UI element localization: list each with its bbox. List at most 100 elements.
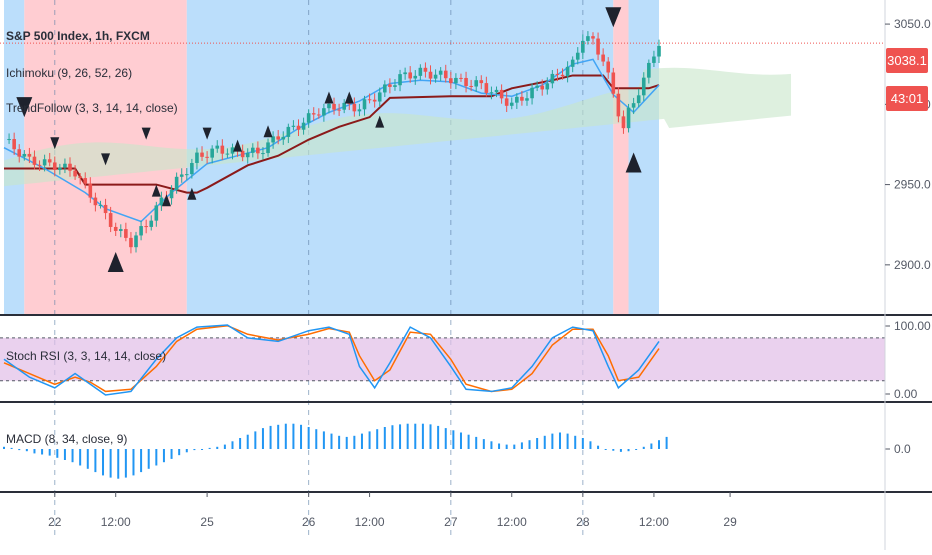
candle-body	[311, 113, 316, 115]
macd-histogram-bar	[581, 438, 584, 449]
macd-pane[interactable]: 0.0	[3, 423, 911, 479]
time-tick-label: 29	[723, 515, 737, 529]
time-axis[interactable]: 22 12:00 25 26 12:00 27 12:00 28 12:00 29	[48, 492, 737, 529]
candle-body	[27, 153, 32, 157]
candle-body	[626, 107, 631, 129]
buy-signal-marker	[161, 194, 171, 207]
ichimoku-legend[interactable]: Ichimoku (9, 26, 52, 26)	[6, 66, 132, 80]
macd-histogram-bar	[147, 449, 150, 469]
macd-histogram-bar	[513, 444, 516, 449]
macd-histogram-bar	[360, 433, 363, 449]
macd-histogram-bar	[10, 447, 13, 449]
stoch-rsi-pane[interactable]: 100.00 0.00	[0, 319, 931, 401]
macd-histogram-bar	[536, 438, 539, 449]
candle-body	[240, 150, 245, 158]
candle-body	[210, 148, 214, 158]
candle-body	[215, 145, 220, 149]
candle-body	[535, 85, 539, 88]
macd-histogram-bar	[650, 443, 653, 449]
macd-histogram-bar	[498, 443, 501, 449]
last-price-value: 3038.1	[887, 53, 927, 68]
candle-body	[58, 167, 62, 170]
time-tick-label: 28	[576, 515, 590, 529]
macd-histogram-bar	[94, 449, 97, 473]
macd-histogram-bar	[543, 435, 546, 449]
macd-histogram-bar	[292, 423, 295, 449]
candle-body	[296, 125, 301, 130]
trend-region-bull	[4, 0, 25, 314]
macd-histogram-bar	[254, 431, 257, 449]
candle-body	[438, 70, 443, 75]
macd-histogram-bar	[33, 449, 36, 454]
macd-legend[interactable]: MACD (8, 34, close, 9)	[6, 432, 127, 446]
macd-histogram-bar	[452, 430, 455, 449]
candle-body	[174, 176, 179, 190]
time-tick-label: 12:00	[101, 515, 131, 529]
macd-histogram-bar	[261, 428, 264, 449]
macd-histogram-bar	[25, 449, 28, 452]
macd-histogram-bar	[185, 449, 188, 453]
candle-body	[570, 59, 575, 67]
stoch-tick-label: 0.00	[894, 387, 918, 401]
candle-body	[12, 139, 16, 150]
candle-body	[403, 72, 407, 75]
chart-title: S&P 500 Index, 1h, FXCM	[6, 29, 150, 43]
candle-body	[652, 56, 656, 63]
candle-body	[489, 92, 494, 94]
macd-histogram-bar	[665, 436, 668, 449]
macd-histogram-bar	[162, 449, 165, 463]
candle-body	[256, 147, 260, 154]
candle-body	[149, 220, 154, 227]
candle-body	[393, 85, 397, 87]
candle-body	[98, 204, 103, 206]
trendfollow-legend[interactable]: TrendFollow (3, 3, 14, 14, close)	[6, 101, 178, 115]
macd-histogram-bar	[86, 449, 89, 469]
macd-histogram-bar	[368, 431, 371, 449]
macd-histogram-bar	[231, 441, 234, 449]
candle-body	[266, 142, 270, 154]
time-tick-label: 12:00	[497, 515, 527, 529]
macd-histogram-bar	[376, 429, 379, 449]
macd-histogram-bar	[79, 449, 82, 466]
macd-histogram-bar	[482, 439, 485, 449]
macd-histogram-bar	[437, 425, 440, 449]
candle-body	[52, 162, 57, 170]
candle-body	[454, 77, 458, 84]
stoch-rsi-legend[interactable]: Stoch RSI (3, 3, 14, 14, close)	[6, 349, 166, 363]
macd-histogram-bar	[391, 425, 394, 449]
candle-body	[362, 99, 367, 110]
macd-histogram-bar	[353, 435, 356, 449]
macd-histogram-bar	[635, 449, 638, 450]
macd-histogram-bar	[475, 436, 478, 449]
macd-histogram-bar	[467, 434, 470, 449]
candle-body	[469, 85, 473, 87]
candle-body	[443, 70, 448, 79]
sell-signal-marker	[101, 153, 111, 166]
candle-body	[205, 156, 209, 158]
macd-histogram-bar	[63, 449, 66, 460]
macd-histogram-bar	[589, 441, 592, 449]
candle-body	[93, 197, 98, 206]
macd-histogram-bar	[551, 433, 554, 449]
conversion-line	[3, 58, 660, 223]
time-tick-label: 27	[444, 515, 458, 529]
macd-histogram-bar	[41, 449, 44, 455]
macd-histogram-bar	[284, 423, 287, 449]
sell-signal-marker	[141, 127, 151, 140]
macd-histogram-bar	[140, 449, 143, 473]
buy-signal-marker	[375, 115, 385, 128]
macd-histogram-bar	[444, 428, 447, 449]
candle-body	[306, 113, 311, 123]
candle-body	[276, 136, 280, 140]
macd-histogram-bar	[528, 440, 531, 449]
macd-histogram-bar	[307, 427, 310, 449]
candle-body	[225, 153, 230, 155]
candle-body	[596, 38, 600, 55]
candle-body	[129, 237, 133, 248]
candle-body	[332, 103, 336, 110]
last-price-badge	[886, 48, 928, 73]
candle-body	[601, 54, 605, 62]
